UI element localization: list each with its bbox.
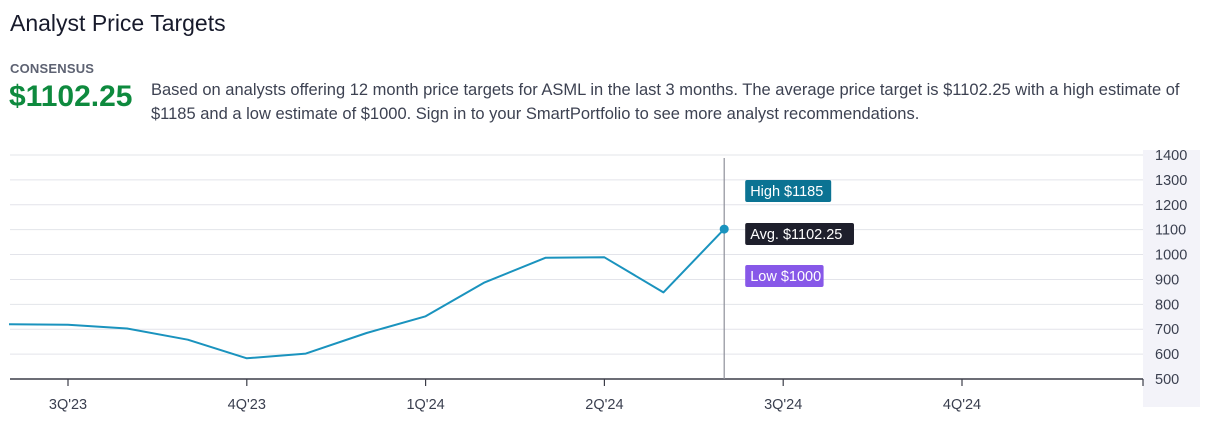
consensus-label: CONSENSUS	[10, 61, 95, 76]
low-target-label-bg	[745, 265, 824, 287]
y-axis-panel	[1143, 150, 1200, 407]
avg-target-label-bg	[745, 223, 854, 245]
consensus-value: $1102.25	[9, 80, 133, 113]
y-tick-label: 1400	[1155, 150, 1187, 164]
y-tick-label: 800	[1155, 297, 1179, 313]
price-target-chart: 500 600 700 800 900 1000 1100 1200 1300 1400 3Q'23…	[8, 150, 1200, 413]
price-target-line	[8, 228, 725, 360]
avg-target-label: Avg. $1102.25	[750, 227, 842, 243]
x-tick-label: 1Q'24	[406, 397, 444, 413]
average-target-point	[719, 224, 729, 234]
high-target-label: High $1185	[750, 184, 823, 200]
consensus-description: Based on analysts offering 12 month pric…	[151, 81, 1180, 123]
y-tick-label: 700	[1155, 322, 1179, 338]
y-tick-label: 500	[1155, 372, 1179, 388]
low-target-label: Low $1000	[750, 269, 821, 285]
y-tick-label: 1000	[1155, 248, 1187, 264]
y-tick-label: 1200	[1155, 198, 1187, 214]
page-title: Analyst Price Targets	[10, 10, 226, 36]
x-tick-label: 4Q'23	[228, 397, 266, 413]
y-tick-label: 900	[1155, 272, 1179, 288]
y-tick-label: 1100	[1155, 223, 1186, 239]
x-tick-label: 3Q'24	[764, 397, 802, 413]
y-tick-label: 600	[1155, 347, 1179, 363]
y-tick-label: 1300	[1155, 173, 1187, 189]
x-tick-label: 4Q'24	[943, 397, 981, 413]
high-target-label-bg	[745, 180, 832, 202]
x-tick-label: 3Q'23	[49, 397, 87, 413]
x-tick-label: 2Q'24	[585, 397, 623, 413]
